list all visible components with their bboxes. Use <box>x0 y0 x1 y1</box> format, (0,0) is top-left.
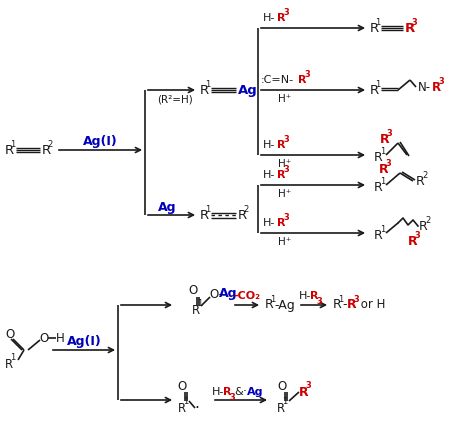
Text: 1: 1 <box>375 18 380 27</box>
Text: :C=N-: :C=N- <box>261 75 294 85</box>
Text: H-: H- <box>263 170 275 180</box>
Text: 3: 3 <box>353 295 359 303</box>
Text: 3: 3 <box>229 393 235 403</box>
Text: 1: 1 <box>380 176 385 186</box>
Text: ·: · <box>194 400 199 416</box>
Text: R: R <box>277 13 285 23</box>
Text: 1: 1 <box>197 299 202 308</box>
Text: R: R <box>265 299 274 311</box>
Text: O: O <box>39 331 48 345</box>
Text: R: R <box>277 218 285 228</box>
Text: R: R <box>5 144 14 156</box>
Text: -Ag: -Ag <box>274 299 295 311</box>
Text: 3: 3 <box>304 70 310 78</box>
Text: H-: H- <box>299 291 311 301</box>
Text: R: R <box>416 175 425 187</box>
Text: R: R <box>333 299 342 311</box>
Text: &: & <box>234 387 243 397</box>
Text: 3: 3 <box>411 18 417 27</box>
Text: R: R <box>277 170 285 180</box>
Text: 3: 3 <box>414 230 420 240</box>
Text: 3: 3 <box>386 128 392 137</box>
Text: 1: 1 <box>380 147 385 155</box>
Text: H-: H- <box>212 387 224 397</box>
Text: H⁺: H⁺ <box>278 94 291 104</box>
Text: 2: 2 <box>243 205 248 214</box>
Text: 3: 3 <box>438 77 444 85</box>
Text: -: - <box>342 299 346 311</box>
Text: 2: 2 <box>425 215 430 225</box>
Text: Ag: Ag <box>247 387 264 397</box>
Text: R: R <box>374 180 383 194</box>
Text: Ag: Ag <box>219 288 237 300</box>
Text: R: R <box>277 140 285 150</box>
Text: R: R <box>192 303 200 316</box>
Text: N-: N- <box>418 81 431 93</box>
Text: R: R <box>408 234 418 248</box>
Text: 1: 1 <box>10 354 15 362</box>
Text: Ag(I): Ag(I) <box>67 335 101 349</box>
Text: H⁺: H⁺ <box>278 159 291 169</box>
Text: 3: 3 <box>316 298 322 307</box>
Text: 1: 1 <box>205 205 210 214</box>
Text: R: R <box>5 358 13 370</box>
Text: R: R <box>419 219 428 233</box>
Text: R: R <box>42 144 51 156</box>
Text: R: R <box>310 291 319 301</box>
Text: 1: 1 <box>282 397 287 407</box>
Text: R: R <box>374 151 383 163</box>
Text: R: R <box>370 22 379 35</box>
Text: R: R <box>200 83 209 97</box>
Text: or H: or H <box>357 299 385 311</box>
Text: ·: · <box>243 385 247 399</box>
Text: O: O <box>5 329 14 342</box>
Text: 3: 3 <box>283 164 289 174</box>
Text: 1: 1 <box>205 79 210 89</box>
Text: 3: 3 <box>305 381 311 390</box>
Text: -CO₂: -CO₂ <box>234 291 261 301</box>
Text: Ag(I): Ag(I) <box>82 135 118 148</box>
Text: R: R <box>432 81 441 93</box>
Text: H: H <box>56 331 65 345</box>
Text: 3: 3 <box>385 159 391 167</box>
Text: 1: 1 <box>270 295 275 303</box>
Text: R: R <box>405 22 415 35</box>
Text: 1: 1 <box>380 225 385 233</box>
Text: R: R <box>223 387 231 397</box>
Text: R: R <box>380 132 390 145</box>
Text: R: R <box>200 209 209 222</box>
Text: 1: 1 <box>183 397 188 407</box>
Text: R: R <box>238 209 247 222</box>
Text: (R²=H): (R²=H) <box>157 94 193 104</box>
Text: R: R <box>374 229 383 241</box>
Text: 1: 1 <box>338 295 343 303</box>
Text: 3: 3 <box>283 213 289 222</box>
Text: 2: 2 <box>47 140 52 148</box>
Text: O: O <box>188 284 197 298</box>
Text: 3: 3 <box>283 135 289 144</box>
Text: R: R <box>379 163 389 175</box>
Text: O-: O- <box>209 288 223 300</box>
Text: H-: H- <box>263 218 275 228</box>
Text: R: R <box>299 385 309 399</box>
Text: O: O <box>177 380 186 392</box>
Text: R: R <box>347 299 356 311</box>
Text: R: R <box>277 401 285 415</box>
Text: H⁺: H⁺ <box>278 189 291 199</box>
Text: R: R <box>178 401 186 415</box>
Text: 2: 2 <box>422 171 427 179</box>
Text: O: O <box>277 380 286 392</box>
Text: 1: 1 <box>10 140 15 148</box>
Text: R: R <box>370 83 379 97</box>
Text: 1: 1 <box>375 79 380 89</box>
Text: 3: 3 <box>283 8 289 16</box>
Text: H-: H- <box>263 140 275 150</box>
Text: H⁺: H⁺ <box>278 237 291 247</box>
Text: R: R <box>298 75 307 85</box>
Text: H-: H- <box>263 13 275 23</box>
Text: Ag: Ag <box>158 201 176 214</box>
Text: Ag: Ag <box>238 83 258 97</box>
